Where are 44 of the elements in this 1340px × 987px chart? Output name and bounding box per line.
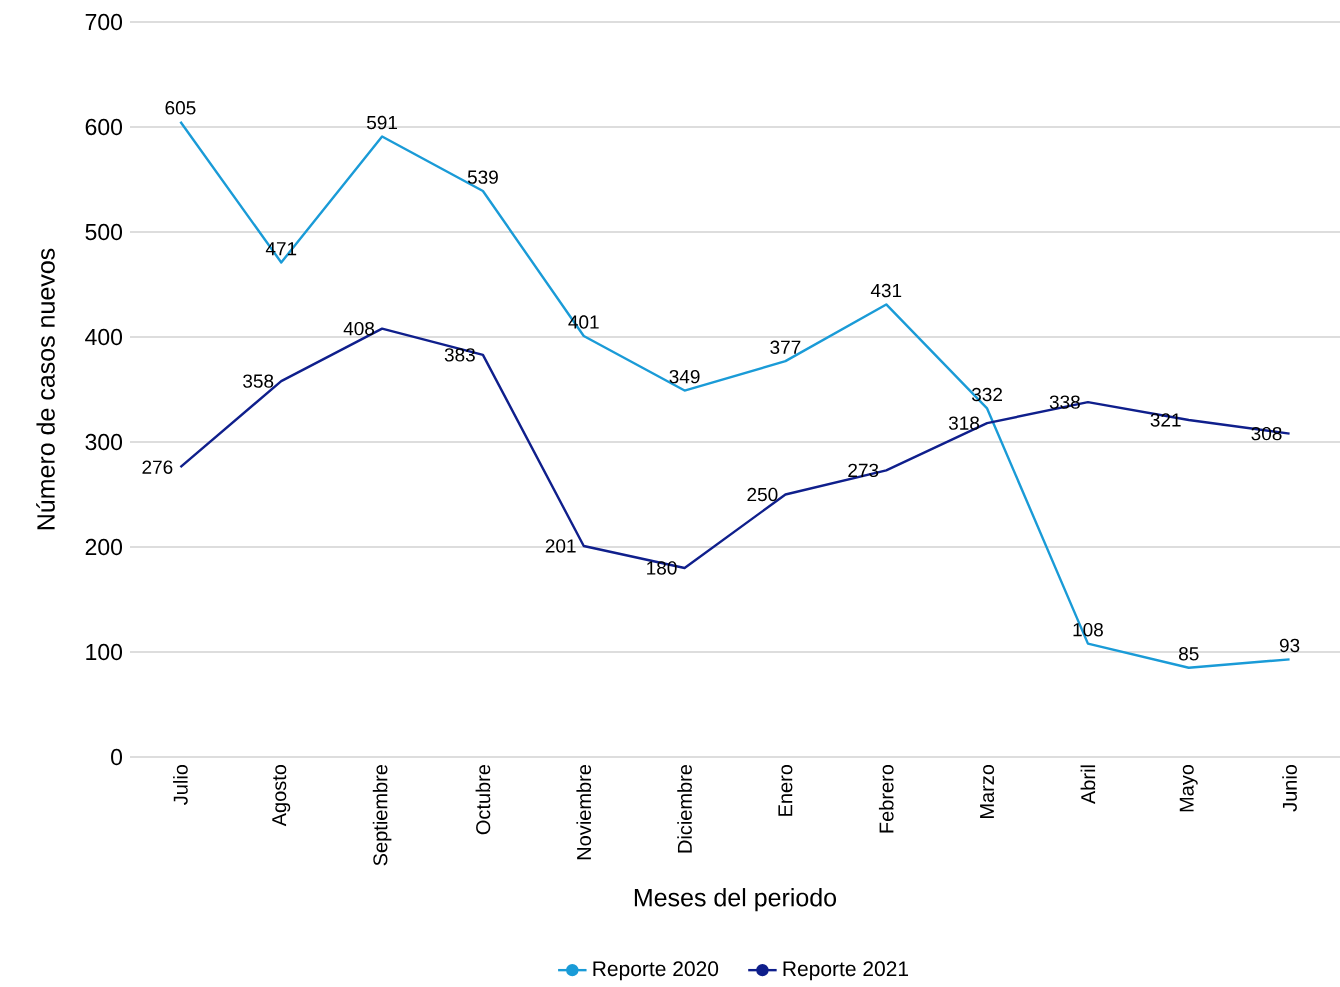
data-label: 93 — [1279, 638, 1300, 653]
x-tick-label: Junio — [1282, 764, 1297, 812]
data-label: 273 — [848, 463, 879, 478]
x-tick-label: Abril — [1080, 765, 1096, 805]
y-tick-label: 400 — [85, 328, 123, 346]
data-label: 383 — [444, 348, 475, 362]
data-label: 605 — [165, 101, 196, 115]
data-label: 321 — [1150, 413, 1181, 427]
x-tick-label: Julio — [173, 764, 188, 805]
y-tick-label: 700 — [85, 13, 123, 31]
y-tick-label: 500 — [85, 223, 123, 241]
y-tick-label: 0 — [111, 748, 123, 766]
data-label: 338 — [1049, 395, 1080, 409]
data-label: 85 — [1179, 647, 1199, 661]
data-label: 201 — [545, 539, 576, 553]
x-tick-label: Marzo — [980, 764, 995, 818]
y-axis-title: Número de casos nuevos — [36, 248, 55, 530]
x-tick-label: Octubre — [475, 764, 491, 835]
legend-label: Reporte 2020 — [593, 961, 719, 981]
data-label: 332 — [971, 387, 1002, 402]
y-tick-label: 300 — [85, 433, 123, 451]
data-label: 180 — [647, 561, 677, 575]
y-tick-label: 200 — [85, 538, 123, 556]
x-axis-title: Meses del periodo — [634, 888, 837, 912]
data-label: 591 — [366, 115, 397, 130]
x-tick-label: Enero — [778, 764, 793, 816]
x-tick-label: Agosto — [272, 764, 291, 827]
data-label: 358 — [243, 374, 274, 388]
data-label: 539 — [467, 170, 498, 184]
x-tick-label: Diciembre — [677, 764, 692, 853]
data-label: 377 — [770, 340, 801, 354]
y-tick-label: 100 — [86, 643, 123, 661]
x-tick-label: Septiembre — [372, 764, 392, 866]
data-label: 408 — [343, 321, 375, 336]
x-tick-label: Mayo — [1179, 764, 1198, 812]
data-label: 276 — [142, 460, 173, 474]
data-label: 431 — [870, 283, 902, 298]
x-tick-label: Febrero — [878, 764, 894, 833]
data-label: 318 — [948, 416, 980, 430]
x-tick-label: Noviembre — [576, 764, 592, 860]
y-tick-label: 600 — [85, 118, 123, 136]
legend-label: Reporte 2021 — [783, 961, 909, 981]
data-label: 349 — [669, 369, 700, 384]
data-label: 250 — [747, 487, 778, 502]
